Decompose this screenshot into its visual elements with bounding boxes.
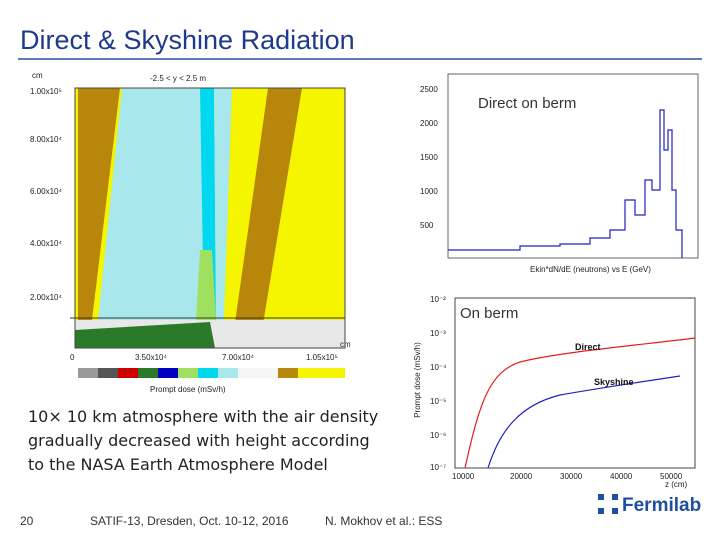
map-x-tick: 0 (70, 353, 75, 362)
map-y-tick: 1.00x10⁵ (30, 87, 62, 96)
color-swatch (298, 368, 345, 378)
logo-text: Fermilab (622, 495, 701, 516)
footer-event: SATIF-13, Dresden, Oct. 10-12, 2016 (90, 514, 289, 528)
dose-curve (487, 375, 681, 469)
map-band (214, 88, 232, 320)
map-top-label: -2.5 < y < 2.5 m (150, 74, 206, 83)
map-y-tick: 2.00x10⁴ (30, 293, 62, 302)
dose-x-tick: 40000 (610, 472, 633, 481)
spectrum-y-tick: 2500 (420, 85, 438, 94)
map-y-tick: 8.00x10⁴ (30, 135, 62, 144)
color-swatch (118, 368, 138, 378)
color-swatch (278, 368, 298, 378)
map-x-tick: 1.05x10⁵ (306, 353, 338, 362)
title: Direct & Skyshine Radiation (20, 25, 355, 55)
dose-x-tick: 50000 (660, 472, 683, 481)
page-number: 20 (20, 514, 34, 528)
dose-y-tick: 10⁻³ (430, 329, 446, 338)
dose-x-tick: 10000 (452, 472, 475, 481)
color-swatch (98, 368, 118, 378)
map-y-unit: cm (32, 71, 43, 80)
body-line: to the NASA Earth Atmosphere Model (28, 455, 328, 474)
map-x-tick: 3.50x10⁴ (135, 353, 167, 362)
spectrum-plot: Direct on berm 2500 2000 1500 1000 500 E… (420, 73, 699, 274)
color-swatch (178, 368, 198, 378)
map-x-tick: 7.00x10⁴ (222, 353, 254, 362)
spectrum-y-tick: 1500 (420, 153, 438, 162)
logo-mark (598, 500, 618, 508)
map-legend-title: Prompt dose (mSv/h) (150, 385, 226, 394)
body-line: 10× 10 km atmosphere with the air densit… (28, 407, 378, 426)
map-band (196, 250, 216, 320)
color-swatch (218, 368, 238, 378)
dose-y-title: Prompt dose (mSv/h) (413, 342, 422, 418)
dose-x-tick: 20000 (510, 472, 533, 481)
dose-plot: On berm Direct Skyshine Prompt dose (mSv… (413, 295, 696, 489)
map-colorbar (78, 368, 345, 378)
map-ground (75, 322, 215, 348)
map-band (98, 88, 206, 320)
dose-caption: On berm (460, 305, 518, 322)
curve-label: Skyshine (594, 377, 634, 387)
color-swatch (158, 368, 178, 378)
map-plot: -2.5 < y < 2.5 m cm cm 1.00x10⁵ 8.00x10⁴… (30, 71, 351, 394)
spectrum-x-title: Ekin*dN/dE (neutrons) vs E (GeV) (530, 265, 651, 274)
dose-y-tick: 10⁻² (430, 295, 446, 304)
dose-frame (454, 297, 696, 469)
footer-author: N. Mokhov et al.: ESS (325, 514, 442, 528)
spectrum-frame (447, 73, 699, 259)
dose-x-tick: 30000 (560, 472, 583, 481)
dose-y-tick: 10⁻⁶ (430, 431, 446, 440)
map-band (78, 88, 120, 320)
body-line: gradually decreased with height accordin… (28, 431, 370, 450)
dose-y-tick: 10⁻⁵ (430, 397, 446, 406)
dose-y-tick: 10⁻⁷ (430, 463, 446, 472)
map-x-unit: cm (340, 340, 351, 349)
map-frame (74, 87, 346, 349)
spectrum-y-tick: 2000 (420, 119, 438, 128)
map-y-tick: 4.00x10⁴ (30, 239, 62, 248)
spectrum-line (448, 109, 683, 258)
map-band (234, 88, 302, 330)
spectrum-y-tick: 1000 (420, 187, 438, 196)
fermilab-logo: Fermilab (598, 494, 701, 516)
dose-x-title: z (cm) (665, 480, 688, 489)
color-swatch (78, 368, 98, 378)
spectrum-caption: Direct on berm (478, 95, 576, 112)
color-swatch (198, 368, 218, 378)
dose-curve (464, 337, 696, 469)
dose-y-tick: 10⁻⁴ (430, 363, 447, 372)
color-swatch (138, 368, 158, 378)
spectrum-y-tick: 500 (420, 221, 434, 230)
map-y-tick: 6.00x10⁴ (30, 187, 62, 196)
curve-label: Direct (575, 342, 601, 352)
color-swatch (238, 368, 278, 378)
